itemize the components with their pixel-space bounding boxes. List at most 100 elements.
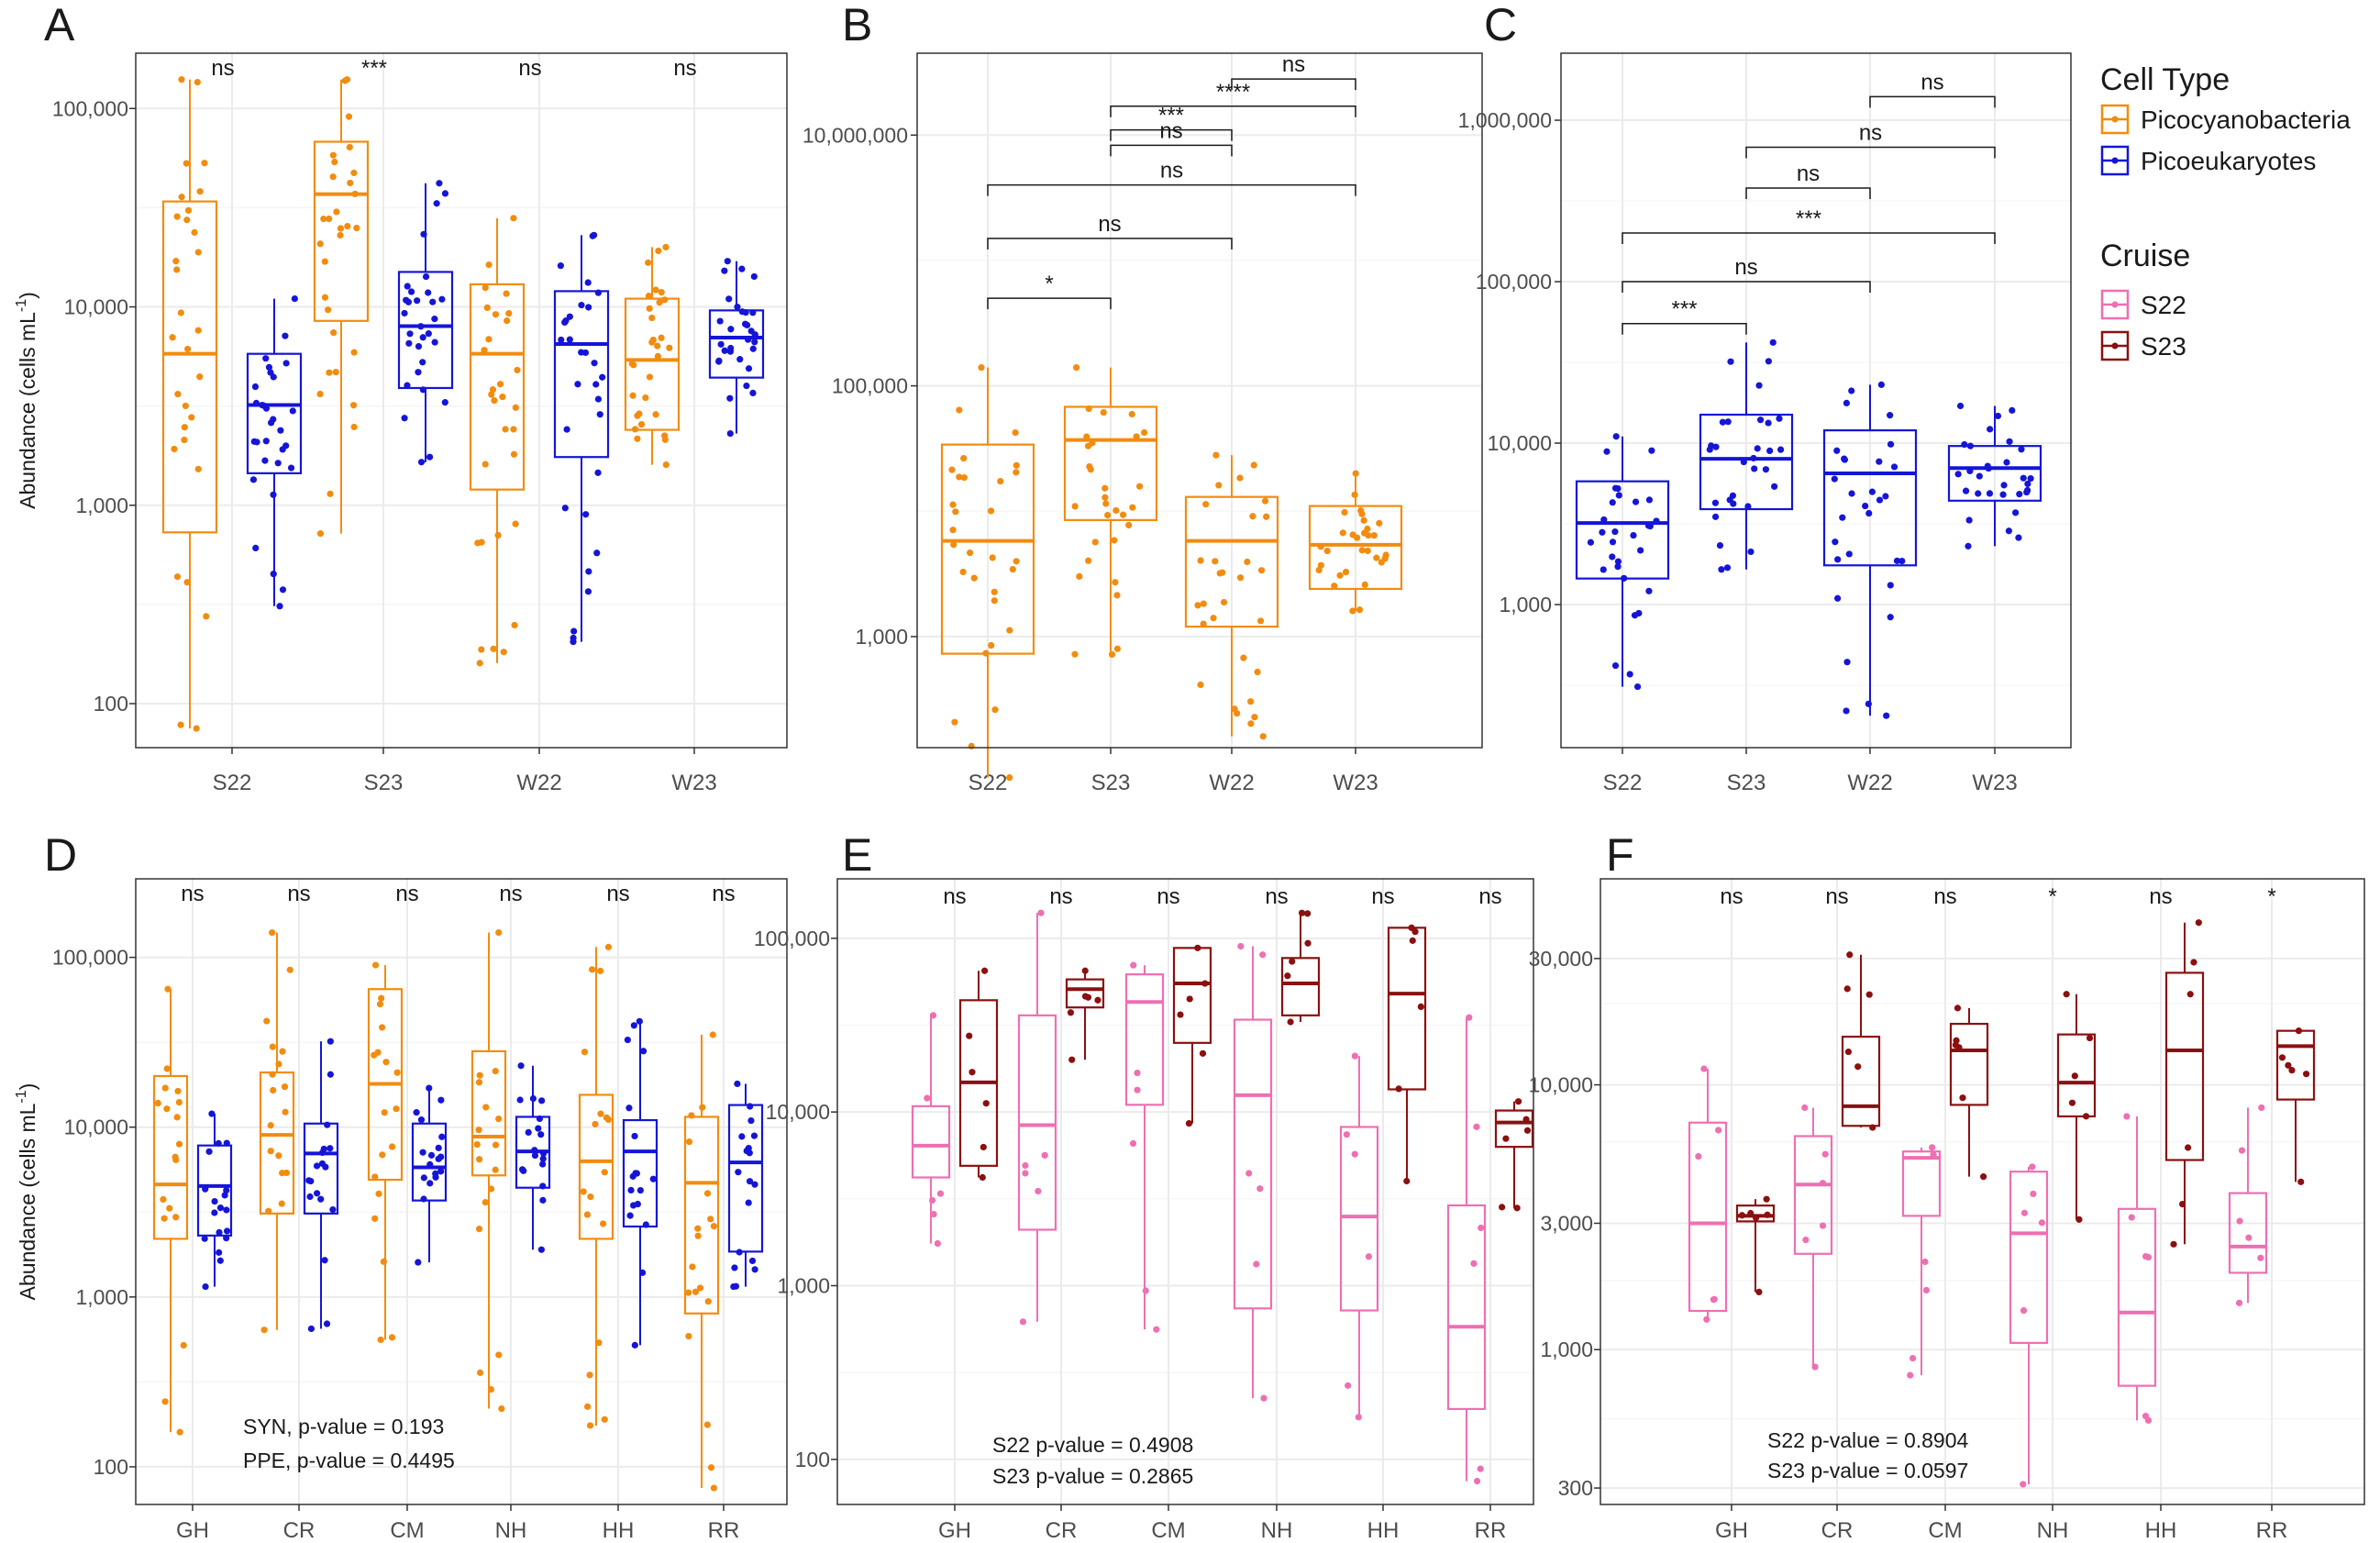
data-point	[316, 390, 324, 398]
data-point	[1921, 1258, 1929, 1266]
data-point	[376, 1000, 384, 1008]
data-point	[2184, 1144, 2192, 1151]
data-point	[201, 1235, 208, 1242]
legend-key-point	[2111, 342, 2119, 350]
data-point	[377, 1336, 384, 1344]
legend-key-point	[2111, 301, 2119, 308]
data-point	[1909, 1354, 1917, 1362]
x-tick-label: S23	[1091, 771, 1131, 795]
data-point	[1343, 1131, 1350, 1138]
data-point	[2235, 1299, 2243, 1306]
data-point	[510, 215, 517, 222]
data-point	[196, 373, 204, 381]
x-tick-label: CM	[390, 1518, 424, 1543]
data-point	[1351, 1052, 1358, 1060]
data-point	[1094, 996, 1101, 1004]
data-point	[966, 549, 974, 557]
data-point	[265, 363, 273, 371]
data-point	[1085, 405, 1092, 413]
data-point	[540, 1149, 548, 1157]
data-point	[211, 1209, 218, 1216]
data-point	[715, 358, 723, 365]
data-point	[1345, 1382, 1352, 1389]
x-tick-label: S22	[1603, 771, 1643, 795]
data-point	[166, 1204, 173, 1212]
data-point	[1877, 381, 1885, 388]
box-iqr	[1065, 978, 1105, 1009]
data-point	[1718, 566, 1725, 573]
significance-label: ns	[712, 882, 735, 906]
data-point	[968, 742, 975, 749]
data-point	[249, 476, 258, 483]
data-point	[1716, 541, 1724, 549]
data-point	[194, 78, 201, 86]
data-point	[2020, 474, 2027, 482]
p-value-text: S23 p-value = 0.0597	[1767, 1459, 1968, 1482]
data-point	[725, 295, 733, 303]
data-point	[282, 360, 290, 367]
data-point	[1129, 504, 1136, 511]
box-picoeukaryotes-nh	[515, 1062, 551, 1253]
data-point	[2029, 1163, 2036, 1171]
data-point	[710, 1484, 718, 1492]
data-point	[420, 1195, 427, 1203]
data-point	[419, 1149, 426, 1156]
data-point	[216, 1204, 225, 1212]
data-point	[742, 308, 749, 316]
data-point	[634, 435, 641, 442]
data-point	[426, 1160, 434, 1168]
data-point	[1331, 583, 1338, 590]
bracket-label: ns	[1921, 70, 1943, 94]
data-point	[1727, 358, 1734, 365]
p-value-text: S22 p-value = 0.8904	[1767, 1428, 1969, 1452]
data-point	[1473, 1123, 1480, 1130]
data-point	[1102, 500, 1110, 507]
box-iqr	[683, 1116, 720, 1315]
y-tick-label: 100,000	[832, 374, 908, 398]
y-tick-label: 1,000	[75, 1285, 128, 1309]
data-point	[594, 289, 602, 296]
data-point	[425, 330, 432, 338]
box-iqr	[470, 1049, 507, 1177]
box-s23-cr	[1065, 967, 1105, 1063]
data-point	[594, 469, 602, 476]
data-point	[1843, 707, 1850, 715]
data-point	[1013, 461, 1020, 469]
data-point	[326, 369, 333, 376]
box-iqr	[1124, 973, 1165, 1106]
data-point	[924, 1094, 931, 1102]
data-point	[201, 160, 208, 167]
bracket-label: ns	[1160, 159, 1183, 183]
data-point	[1104, 512, 1112, 519]
data-point	[626, 1212, 634, 1219]
data-point	[353, 224, 360, 232]
y-tick-label: 300	[1558, 1476, 1593, 1500]
data-point	[694, 1225, 702, 1232]
data-point	[269, 1043, 276, 1050]
data-point	[1477, 1465, 1484, 1472]
box-picocyanobacteria-nh	[470, 928, 507, 1413]
box-iqr	[313, 140, 370, 322]
data-point	[642, 394, 649, 402]
data-point	[279, 586, 287, 594]
data-point	[2086, 1034, 2094, 1042]
comparison-bracket: ns	[1869, 70, 1996, 108]
significance-label: ns	[1157, 884, 1179, 909]
p-value-text: S23 p-value = 0.2865	[992, 1464, 1193, 1488]
data-point	[262, 355, 270, 362]
data-point	[345, 113, 353, 120]
data-point	[656, 299, 663, 306]
data-point	[2005, 527, 2012, 535]
box-s23-cm	[1949, 1005, 1989, 1181]
data-point	[305, 1177, 313, 1184]
data-point	[1220, 598, 1228, 606]
data-point	[282, 442, 290, 450]
data-point	[589, 966, 596, 973]
data-point	[637, 1186, 644, 1194]
data-point	[1763, 1195, 1770, 1203]
data-point	[648, 314, 656, 322]
data-point	[495, 1116, 503, 1123]
data-point	[982, 649, 990, 657]
data-point	[738, 1133, 746, 1140]
data-point	[1834, 594, 1842, 602]
